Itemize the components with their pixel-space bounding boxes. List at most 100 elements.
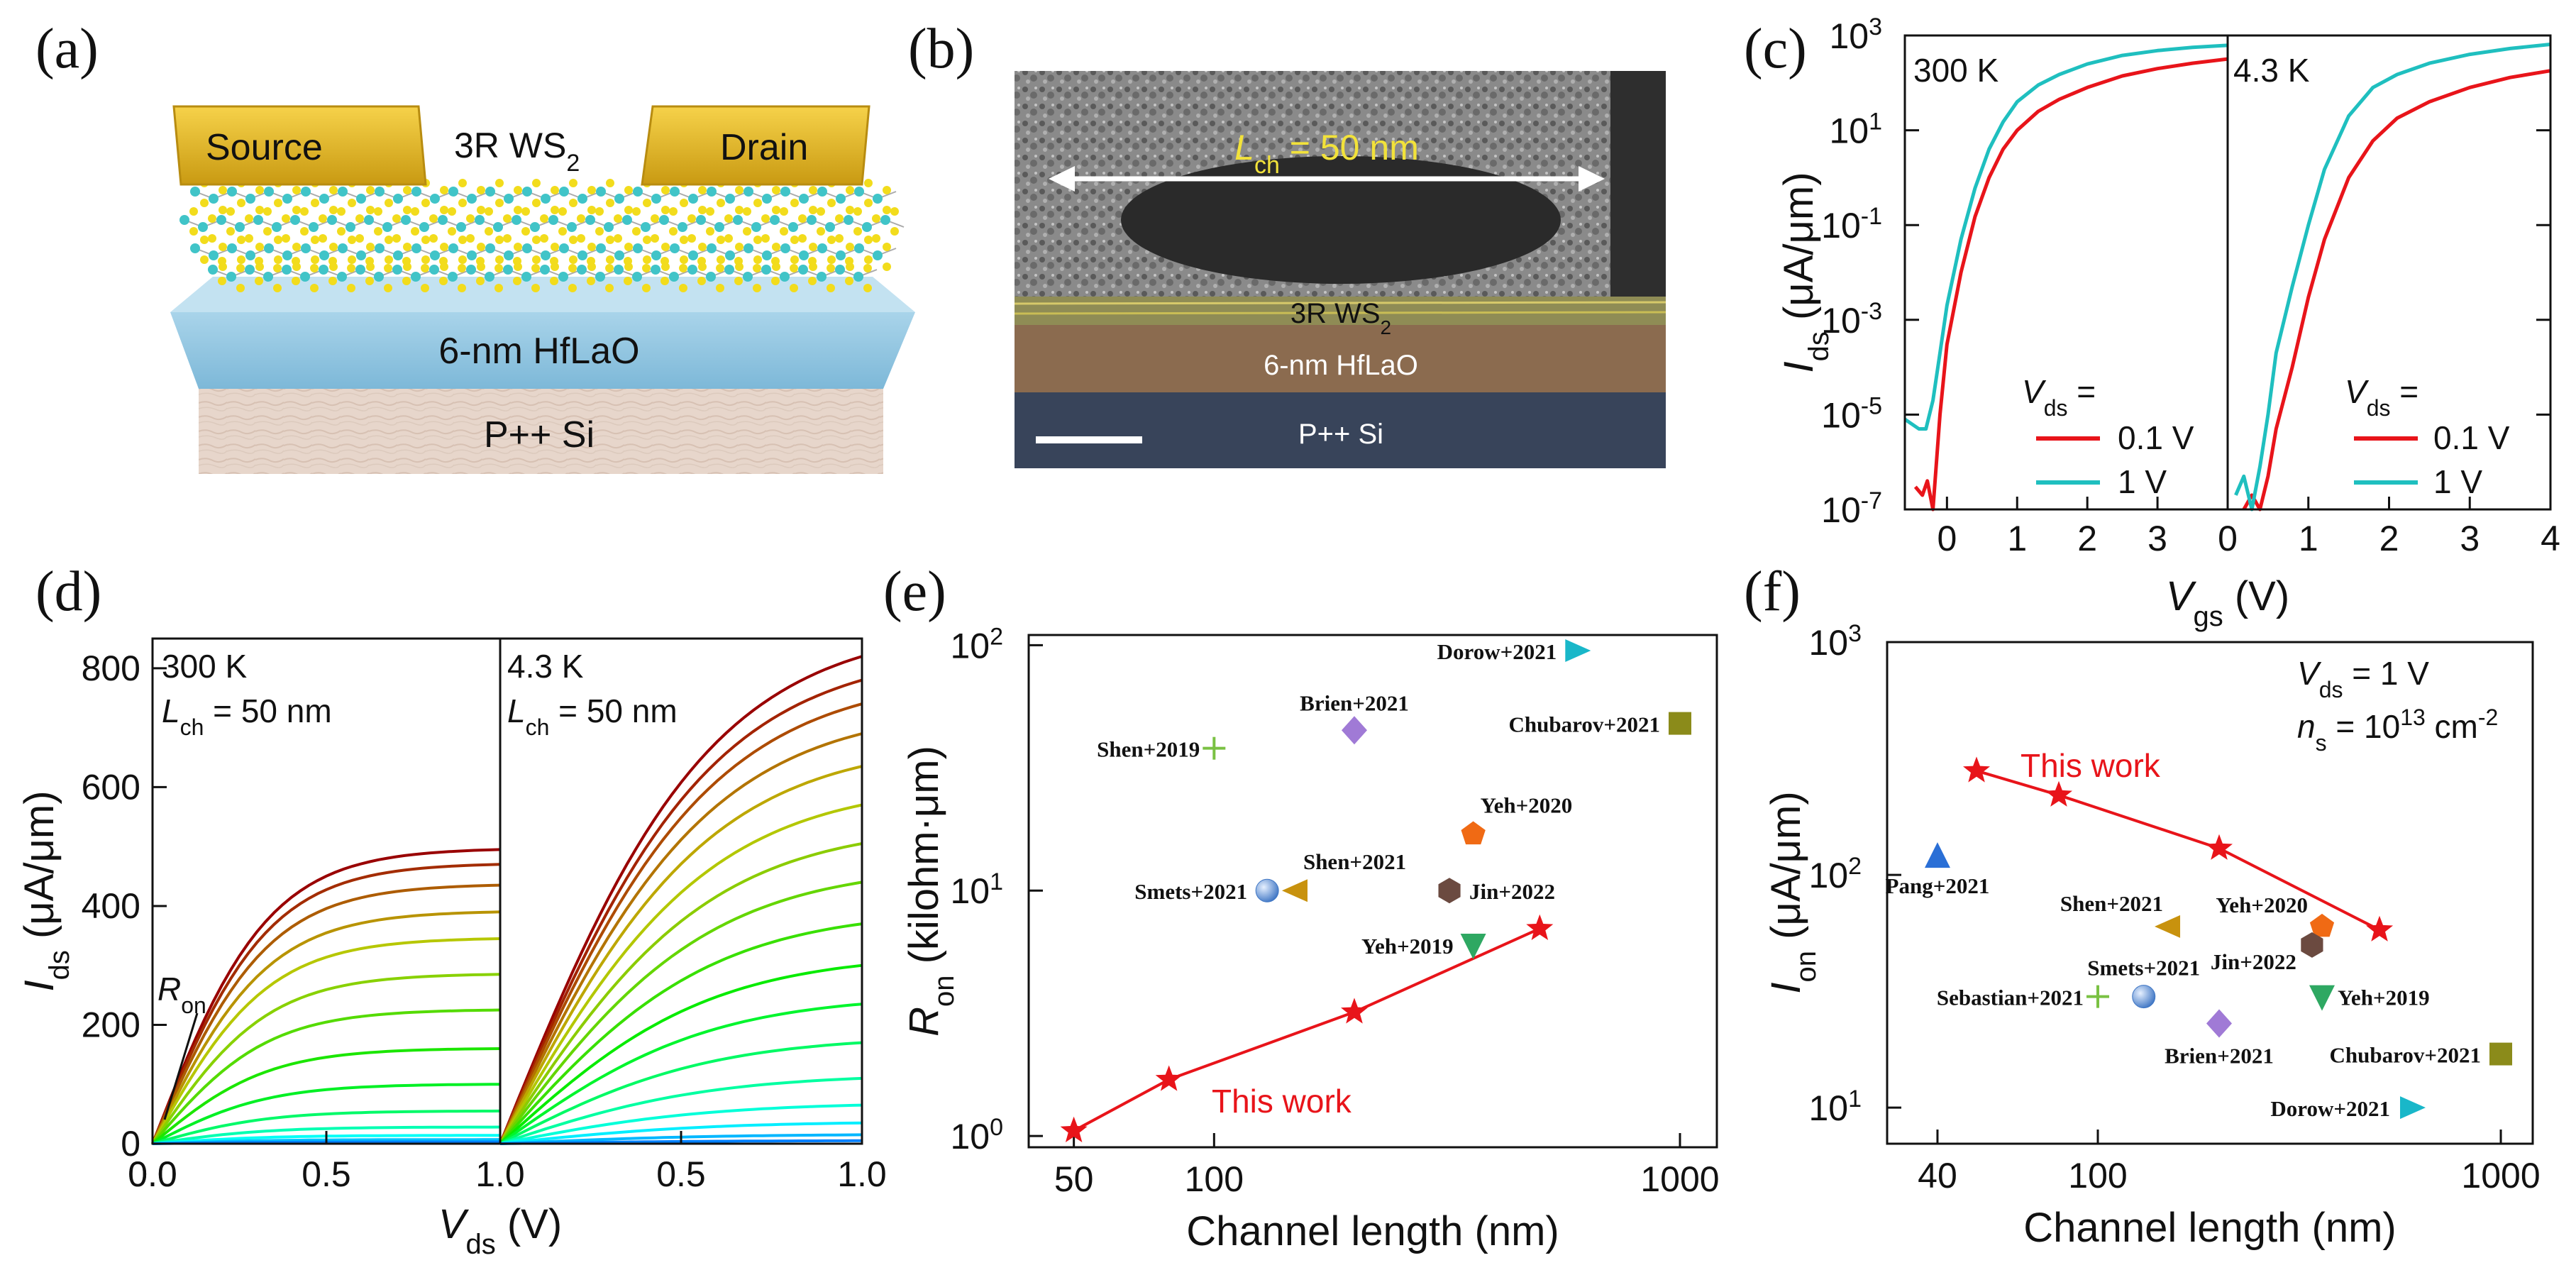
s-atom <box>458 236 467 244</box>
s-atom <box>864 179 873 187</box>
s-atom <box>200 236 209 244</box>
f-label-pang-2021: Pang+2021 <box>1886 873 1990 898</box>
c-ytick-label-5: 103 <box>1829 13 1882 56</box>
s-atom <box>403 243 411 251</box>
w-atom <box>301 243 311 253</box>
w-atom <box>641 222 651 232</box>
w-atom <box>282 194 292 204</box>
s-atom <box>329 243 338 251</box>
e-label-jin-2022: Jin+2022 <box>1469 879 1555 904</box>
tem-ws2-label: 3R WS2 <box>1290 298 1391 338</box>
s-atom <box>421 264 429 272</box>
w-atom <box>355 265 365 275</box>
w-atom <box>751 222 761 232</box>
s-atom <box>642 284 651 292</box>
panel-f-series: Pang+2021 Shen+2021 Yeh+2020 Jin+2022 Smets+… <box>1886 756 2513 1121</box>
s-atom <box>809 243 817 251</box>
w-atom <box>780 272 790 282</box>
panel-f-ticks: 101 102 103 40 100 1000 <box>1808 620 2540 1196</box>
s-atom <box>827 236 836 244</box>
s-atom <box>255 186 264 194</box>
s-atom <box>402 277 411 285</box>
w-atom <box>707 243 717 253</box>
e-xtick-label-1: 100 <box>1185 1159 1244 1199</box>
panel-f-chart: 101 102 103 40 100 1000 Pang+2021 Shen+2021 Yeh… <box>1763 620 2541 1251</box>
s-atom <box>292 186 301 194</box>
f-condition-ns: ns = 1013 cm-2 <box>2297 705 2498 756</box>
w-atom <box>375 243 385 253</box>
s-atom <box>808 277 817 285</box>
s-atom <box>661 186 670 194</box>
s-atom <box>753 284 761 292</box>
d-curve-0-8 <box>152 1083 501 1145</box>
w-atom <box>448 272 458 282</box>
w-atom <box>209 250 219 260</box>
s-atom <box>551 186 559 194</box>
s-atom <box>385 199 393 207</box>
s-atom <box>200 199 209 207</box>
s-atom <box>595 207 604 216</box>
f-this-work-star-0 <box>1963 756 1990 783</box>
s-atom <box>808 257 817 265</box>
ws2-lattice <box>179 179 905 292</box>
f-label-smets-2021: Smets+2021 <box>2087 956 2200 981</box>
s-atom <box>827 255 836 264</box>
d-curve-1-8 <box>499 922 863 1145</box>
w-atom <box>669 272 679 282</box>
s-atom <box>632 207 641 216</box>
w-atom <box>456 222 466 232</box>
f-condition-vds: Vds = 1 V <box>2297 655 2429 702</box>
w-atom <box>346 222 355 232</box>
w-atom <box>780 187 790 197</box>
s-atom <box>237 199 245 207</box>
d-lch-right: Lch = 50 nm <box>507 692 678 740</box>
w-atom <box>733 215 743 225</box>
s-atom <box>624 186 633 194</box>
s-atom <box>311 199 319 207</box>
w-atom <box>817 187 827 197</box>
w-atom <box>788 222 798 232</box>
e-ytick-label-1: 101 <box>950 868 1003 911</box>
s-atom <box>558 207 567 216</box>
s-atom <box>355 214 364 223</box>
s-atom <box>439 277 448 285</box>
panel-label-e: (e) <box>883 561 946 623</box>
w-atom <box>541 250 551 260</box>
c-legend-entry-01-right: 0.1 V <box>2433 419 2510 456</box>
s-atom <box>790 236 799 244</box>
w-atom <box>873 250 883 260</box>
w-atom <box>696 215 706 225</box>
c-series-0-1 <box>1903 43 2228 431</box>
s-atom <box>421 199 430 207</box>
s-atom <box>384 284 392 292</box>
s-atom <box>568 264 577 272</box>
f-label-jin-2022: Jin+2022 <box>2211 949 2296 974</box>
s-atom <box>503 214 512 223</box>
w-atom <box>844 215 853 225</box>
s-atom <box>458 284 466 292</box>
s-atom <box>864 255 873 264</box>
f-marker-pang-2021 <box>1924 842 1950 868</box>
s-atom <box>798 214 807 223</box>
s-atom <box>687 214 696 223</box>
w-atom <box>411 243 421 253</box>
s-atom <box>735 186 743 194</box>
s-atom <box>827 199 836 207</box>
s-atom <box>835 234 844 243</box>
s-atom <box>200 255 209 264</box>
w-atom <box>596 187 606 197</box>
c-legend-entry-1-left: 1 V <box>2118 463 2167 500</box>
s-atom <box>883 206 891 214</box>
w-atom <box>245 250 255 260</box>
s-atom <box>495 236 504 244</box>
s-atom <box>753 255 762 264</box>
s-atom <box>273 284 282 292</box>
w-atom <box>235 222 245 232</box>
s-atom <box>660 257 669 265</box>
s-atom <box>274 199 282 207</box>
tem-layer-line-1 <box>1014 301 1666 305</box>
w-atom <box>190 187 200 197</box>
s-atom <box>624 243 633 251</box>
panel-label-c: (c) <box>1744 18 1807 80</box>
s-atom <box>477 243 485 251</box>
